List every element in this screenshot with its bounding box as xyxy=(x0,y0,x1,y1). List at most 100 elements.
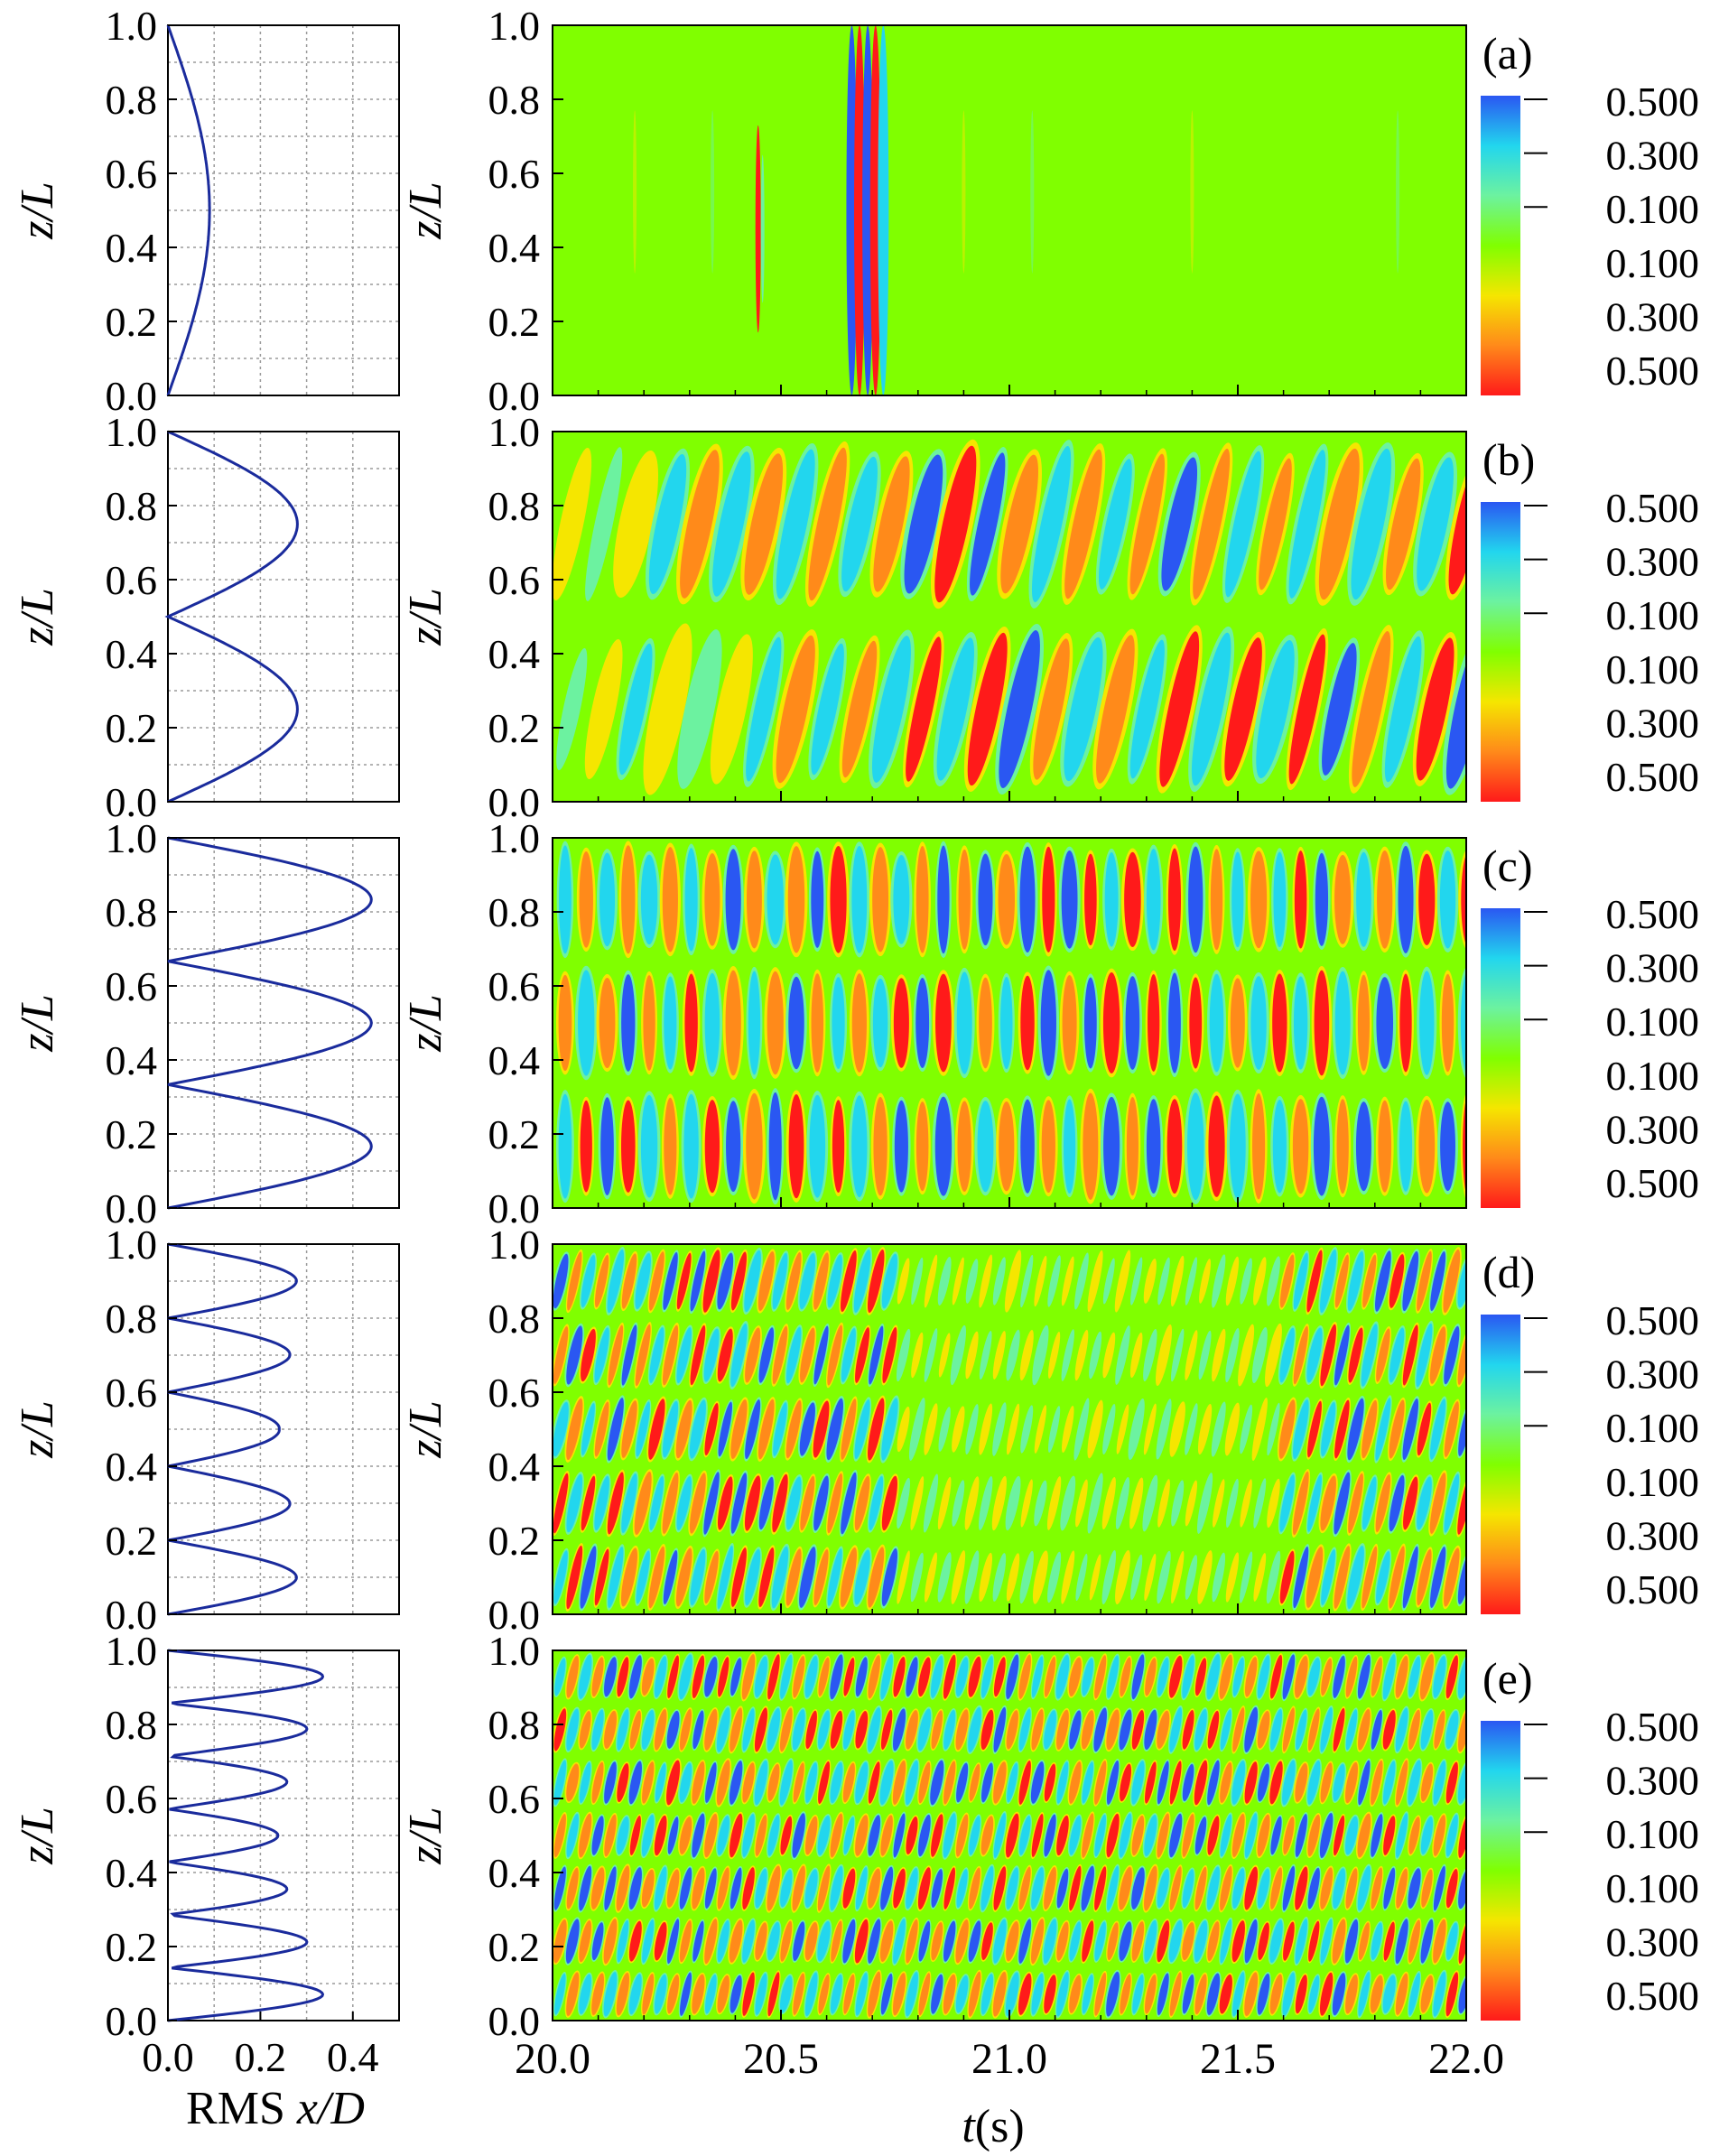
contour-cell xyxy=(867,1249,885,1314)
contour-cell xyxy=(881,1475,898,1531)
contour-cell xyxy=(1169,1866,1182,1910)
contour-cell xyxy=(979,977,992,1069)
contour-cell xyxy=(566,1473,583,1533)
contour-cell xyxy=(1321,1401,1336,1457)
contour-cell xyxy=(787,846,805,953)
colorbar-label: 0.500 xyxy=(1606,79,1700,125)
contour-cell xyxy=(993,1761,1007,1804)
contour-axes: 0.0 0.2 0.4 0.6 0.8 1.0 z/L xyxy=(400,1222,1467,1638)
contour-cell xyxy=(1417,1548,1432,1606)
contour-cell xyxy=(1429,1473,1446,1534)
contour-cell xyxy=(1382,1710,1396,1750)
contour-cell xyxy=(675,1547,692,1607)
colorbar: 0.500 0.300 0.100 0.100 0.300 0.500 xyxy=(1481,1297,1699,1614)
contour-cell xyxy=(758,1327,775,1383)
contour-cell xyxy=(684,973,698,1073)
contour-cell xyxy=(1194,1817,1207,1854)
contour-cell xyxy=(1419,1654,1435,1700)
contour-cell-weak xyxy=(952,1406,965,1453)
contour-cell xyxy=(1357,974,1371,1072)
contour-cell xyxy=(840,1547,857,1608)
contour-cell xyxy=(585,447,623,601)
contour-cell xyxy=(1295,1919,1308,1965)
contour-cell xyxy=(1416,637,1454,781)
contour-cell xyxy=(804,1869,818,1908)
contour-cell xyxy=(684,848,698,952)
contour-cell xyxy=(1056,1761,1069,1804)
y-axis-label-profile: z/L xyxy=(12,181,63,240)
contour-cell xyxy=(1157,1868,1169,1909)
contour-cell-weak xyxy=(1075,1553,1088,1602)
contour-cell xyxy=(692,1655,705,1699)
contour-cell xyxy=(1408,1709,1420,1751)
contour-cell xyxy=(1069,1865,1082,1911)
z-tick-label: 0.4 xyxy=(488,1444,541,1490)
contour-cell xyxy=(1131,1921,1145,1962)
contour-cell xyxy=(805,1710,817,1750)
contour-cell xyxy=(1278,1399,1296,1459)
contour-cell xyxy=(1208,1095,1225,1197)
contour-cell xyxy=(730,1867,742,1910)
contour-cell xyxy=(1445,1972,1459,2017)
contour-cell-weak xyxy=(1185,1555,1198,1600)
contour-cell xyxy=(1106,1971,1120,2017)
contour-cell xyxy=(649,1475,664,1531)
contour-cell-weak xyxy=(992,1553,1007,1602)
contour-cell xyxy=(1106,1760,1120,1805)
contour-cell xyxy=(868,1971,881,2017)
contour-cell xyxy=(1106,1865,1120,1911)
z-tick-label: 0.8 xyxy=(106,889,158,935)
contour-cell xyxy=(1345,1656,1358,1697)
contour-cell xyxy=(676,1476,692,1530)
contour-cell xyxy=(1219,1974,1232,2014)
z-tick-label: 0.6 xyxy=(488,151,541,197)
contour-cell-weak xyxy=(1171,1550,1185,1604)
contour-cell xyxy=(1361,1476,1377,1530)
contour-cell xyxy=(646,629,689,789)
contour-cell xyxy=(1389,1399,1405,1459)
contour-cell xyxy=(1231,1920,1245,1963)
contour-cell-weak xyxy=(965,1331,979,1380)
contour-cell xyxy=(640,1094,658,1198)
contour-cell xyxy=(955,1975,969,2013)
contour-cell xyxy=(1207,1760,1220,1806)
contour-cell xyxy=(741,1654,756,1700)
contour-cell xyxy=(767,1865,781,1911)
contour-cell-weak xyxy=(1020,1254,1034,1308)
contour-cell xyxy=(1186,1092,1204,1201)
contour-cell-weak xyxy=(1212,1328,1226,1382)
z-tick-label: 0.8 xyxy=(106,483,158,529)
contour-cell xyxy=(999,1101,1015,1192)
contour-cell xyxy=(554,1658,566,1696)
contour-cell xyxy=(1279,1474,1295,1532)
contour-cell xyxy=(641,1814,655,1857)
contour-cell xyxy=(830,845,847,953)
contour-cell xyxy=(1293,1546,1309,1609)
panel-c: 0.0 0.2 0.4 0.6 0.8 1.0 z/L 0.0 0.2 0.4 0.6 0.8 1.0 z… xyxy=(12,815,1699,1231)
contour-cell xyxy=(930,1760,944,1806)
contour-cell xyxy=(1251,1327,1268,1383)
contour-cell xyxy=(1362,1254,1377,1308)
contour-cell xyxy=(1062,975,1077,1071)
contour-cell xyxy=(868,1547,885,1608)
contour-cell-weak xyxy=(1240,1404,1253,1454)
z-tick-label: 0.4 xyxy=(488,1037,541,1083)
contour-cell xyxy=(679,1972,692,2016)
contour-cell-weak xyxy=(979,1330,992,1380)
contour-cell xyxy=(993,1657,1006,1697)
contour-cell xyxy=(830,1654,843,1700)
colorbar-label: 0.300 xyxy=(1606,1919,1700,1965)
contour-cell xyxy=(641,1709,655,1750)
contour-cell xyxy=(1445,1868,1458,1909)
contour-cell xyxy=(1258,1922,1269,1960)
contour-cell-weak xyxy=(1047,1551,1062,1603)
z-tick-label: 0.6 xyxy=(106,1370,158,1416)
contour-cell-weak xyxy=(911,1332,924,1379)
contour-cell xyxy=(1082,1658,1094,1696)
contour-cell xyxy=(1444,1325,1460,1385)
contour-cell xyxy=(675,1399,692,1459)
contour-cell xyxy=(1124,851,1141,947)
contour-cell xyxy=(1457,1655,1466,1699)
contour-cell xyxy=(1457,1254,1466,1308)
contour-cell xyxy=(1019,846,1036,953)
